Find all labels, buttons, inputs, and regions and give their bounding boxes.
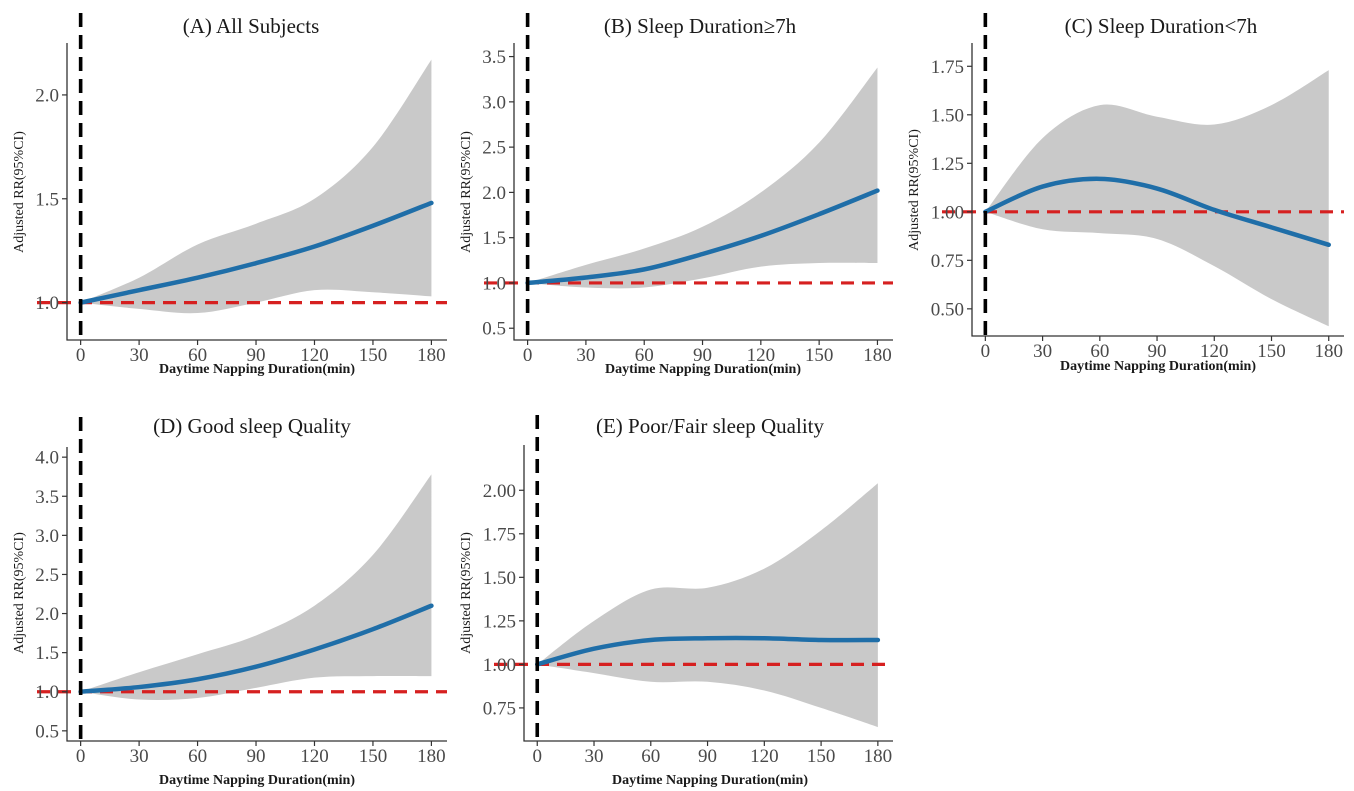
- rr-curve: [983, 176, 1331, 248]
- x-tick-label: 150: [359, 345, 388, 366]
- confidence-band: [985, 70, 1329, 327]
- y-tick-label: 4.0: [35, 448, 59, 469]
- y-axis-label: Adjusted RR(95%CI): [12, 131, 27, 253]
- y-tick-label: 3.0: [482, 92, 506, 113]
- x-tick-label: 180: [417, 345, 446, 366]
- x-tick-label: 60: [635, 345, 654, 366]
- rr-curve: [78, 603, 434, 694]
- y-tick-label: 1.5: [35, 643, 59, 664]
- x-tick-label: 0: [523, 345, 533, 366]
- panel-b: 0 30 60 90 120 150 180 0.5 1.0 1.5 2.0 2.5 3.0 3.5 (B)…: [459, 13, 893, 377]
- y-tick-label: 1.25: [483, 611, 516, 632]
- y-tick-label: 1.00: [483, 655, 516, 676]
- y-axis-label: Adjusted RR(95%CI): [459, 532, 474, 654]
- x-tick-label: 150: [805, 345, 834, 366]
- rr-curve: [78, 200, 434, 305]
- x-tick-label: 150: [807, 746, 836, 767]
- y-tick-label: 1.75: [483, 524, 516, 545]
- panel-title: (B) Sleep Duration≥7h: [604, 14, 797, 38]
- y-tick-label: 2.0: [482, 183, 506, 204]
- y-tick-label: 0.50: [931, 299, 964, 320]
- y-tick-label: 2.5: [482, 138, 506, 159]
- panel-title: (C) Sleep Duration<7h: [1065, 14, 1258, 38]
- x-tick-label: 180: [1314, 341, 1343, 362]
- x-tick-label: 60: [641, 746, 660, 767]
- y-tick-label: 3.0: [35, 526, 59, 547]
- y-tick-label: 2.5: [35, 565, 59, 586]
- y-tick-label: 0.5: [35, 721, 59, 742]
- x-tick-label: 120: [300, 345, 329, 366]
- x-tick-label: 150: [359, 746, 388, 767]
- panel-title: (A) All Subjects: [183, 14, 320, 38]
- x-tick-label: 60: [188, 345, 207, 366]
- panel-a: 0 30 60 90 120 150 180 1.0 1.5 2.0 (A) All Subject…: [12, 13, 447, 377]
- x-tick-label: 30: [130, 345, 149, 366]
- rr-curve: [535, 635, 881, 667]
- confidence-band: [527, 67, 878, 289]
- x-tick-label: 90: [693, 345, 712, 366]
- x-tick-label: 60: [188, 746, 207, 767]
- y-tick-label: 1.25: [931, 154, 964, 175]
- x-tick-label: 180: [863, 345, 892, 366]
- x-tick-label: 30: [1033, 341, 1052, 362]
- rr-curve: [525, 188, 880, 286]
- x-tick-label: 30: [576, 345, 595, 366]
- x-tick-label: 30: [585, 746, 604, 767]
- y-axis-label: Adjusted RR(95%CI): [12, 532, 27, 654]
- confidence-band: [537, 483, 878, 728]
- x-tick-label: 180: [864, 746, 893, 767]
- x-tick-label: 120: [300, 746, 329, 767]
- panel-title: (D) Good sleep Quality: [153, 414, 351, 438]
- x-tick-label: 0: [981, 341, 991, 362]
- panel-d: 0 30 60 90 120 150 180 0.5 1.0 1.5 2.0 2.5 3.0 3.5 4.0…: [12, 414, 447, 788]
- y-tick-label: 1.5: [35, 189, 59, 210]
- x-axis-label: Daytime Napping Duration(min): [159, 773, 355, 788]
- x-tick-label: 0: [532, 746, 542, 767]
- y-tick-label: 1.00: [931, 202, 964, 223]
- y-tick-label: 2.0: [35, 604, 59, 625]
- y-tick-label: 0.75: [483, 698, 516, 719]
- y-tick-label: 1.75: [931, 57, 964, 78]
- panel-title: (E) Poor/Fair sleep Quality: [596, 414, 825, 438]
- y-tick-label: 2.0: [35, 85, 59, 106]
- y-axis-label: Adjusted RR(95%CI): [907, 129, 922, 251]
- x-tick-label: 120: [1200, 341, 1229, 362]
- y-tick-label: 3.5: [482, 47, 506, 68]
- x-tick-label: 120: [750, 746, 779, 767]
- y-tick-label: 1.50: [483, 568, 516, 589]
- panel-c: 0 30 60 90 120 150 180 0.50 0.75 1.00 1.25 1.50 1.75…: [907, 13, 1344, 374]
- x-tick-label: 60: [1090, 341, 1109, 362]
- y-tick-label: 0.75: [931, 251, 964, 272]
- x-tick-label: 90: [1148, 341, 1167, 362]
- y-tick-label: 1.0: [35, 682, 59, 703]
- confidence-band: [80, 59, 432, 314]
- x-axis-label: Daytime Napping Duration(min): [1060, 359, 1256, 374]
- x-tick-label: 120: [747, 345, 776, 366]
- x-tick-label: 180: [417, 746, 446, 767]
- x-tick-label: 150: [1257, 341, 1286, 362]
- y-tick-label: 1.0: [482, 273, 506, 294]
- y-tick-label: 0.5: [482, 319, 506, 340]
- x-axis-label: Daytime Napping Duration(min): [612, 773, 808, 788]
- confidence-band: [80, 474, 432, 701]
- panel-e: 0 30 60 90 120 150 180 0.75 1.00 1.25 1.50 1.75 2.00…: [459, 414, 893, 788]
- y-axis-label: Adjusted RR(95%CI): [459, 131, 474, 253]
- y-tick-label: 2.00: [483, 481, 516, 502]
- x-tick-label: 30: [130, 746, 149, 767]
- x-tick-label: 90: [698, 746, 717, 767]
- y-tick-label: 3.5: [35, 487, 59, 508]
- y-tick-label: 1.0: [35, 293, 59, 314]
- y-tick-label: 1.5: [482, 228, 506, 249]
- x-tick-label: 90: [247, 746, 266, 767]
- x-tick-label: 0: [76, 746, 86, 767]
- x-tick-label: 90: [247, 345, 266, 366]
- y-tick-label: 1.50: [931, 105, 964, 126]
- x-tick-label: 0: [76, 345, 86, 366]
- x-axis-label: Daytime Napping Duration(min): [159, 362, 355, 377]
- x-axis-label: Daytime Napping Duration(min): [605, 362, 801, 377]
